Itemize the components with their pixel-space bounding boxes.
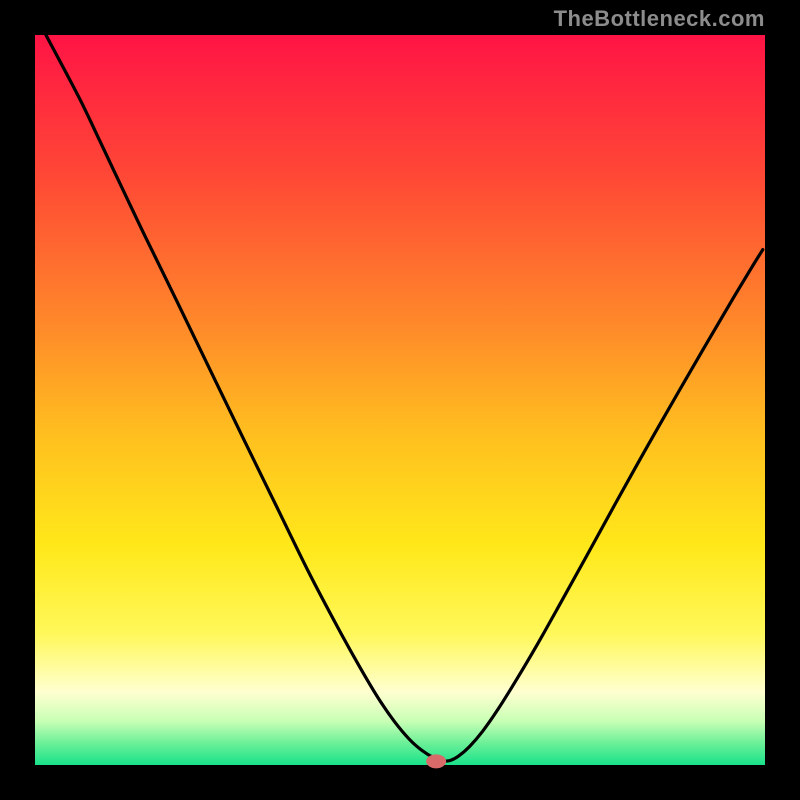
bottleneck-curve xyxy=(46,35,763,761)
watermark-text: TheBottleneck.com xyxy=(554,6,765,32)
curve-layer xyxy=(0,0,800,800)
chart-frame: TheBottleneck.com xyxy=(0,0,800,800)
recommended-marker xyxy=(426,754,446,768)
